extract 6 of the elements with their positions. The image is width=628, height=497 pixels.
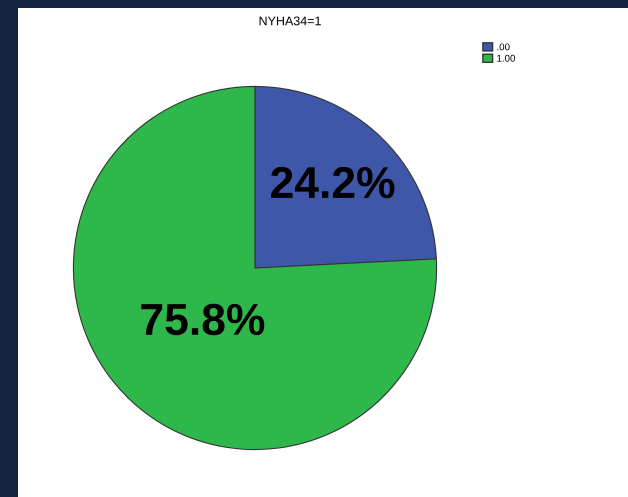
chart-title: NYHA34=1	[260, 16, 321, 26]
data-label: 75.8%	[141, 304, 264, 336]
pie-slice	[72, 86, 438, 450]
legend-label: .00	[497, 43, 510, 50]
legend-label: 1.00	[497, 54, 516, 62]
data-label: 24.2%	[271, 166, 394, 198]
